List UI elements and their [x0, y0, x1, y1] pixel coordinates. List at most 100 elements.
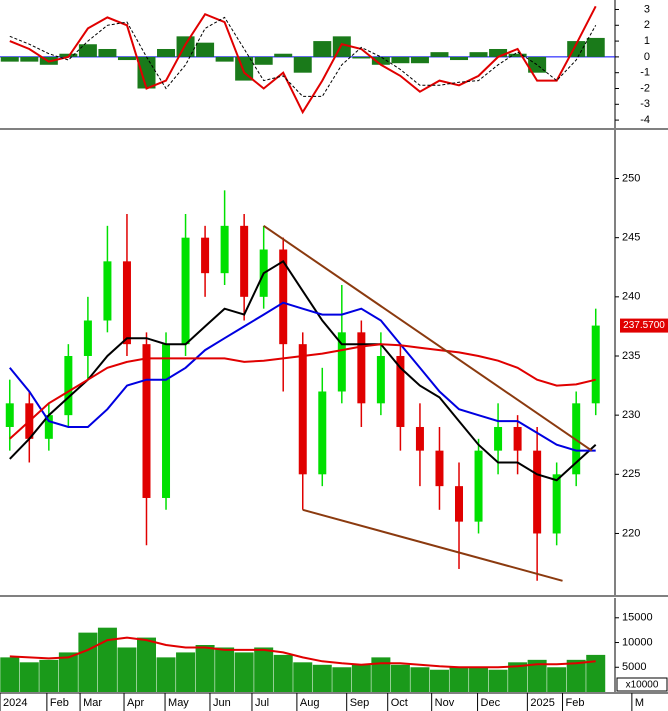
candle-body	[415, 426, 424, 451]
x-tick-label: Mar	[83, 697, 102, 709]
last-price-label: 237.5700	[623, 320, 665, 331]
y-tick-label: -4	[640, 114, 650, 126]
y-tick-label: 10000	[622, 636, 653, 648]
x-tick-label: Oct	[391, 697, 408, 709]
signal-line	[9, 16, 597, 97]
histogram-bar	[137, 56, 156, 89]
unit-label: x10000	[626, 680, 659, 691]
volume-bar	[19, 662, 39, 692]
x-tick-label: Jun	[213, 697, 231, 709]
histogram-bar	[410, 56, 429, 64]
candle-body	[494, 426, 503, 451]
volume-bar	[390, 664, 410, 692]
x-tick-label: Sep	[350, 697, 370, 709]
volume-bar	[508, 662, 528, 692]
y-tick-label: 225	[622, 468, 640, 480]
candle-body	[591, 325, 600, 404]
y-tick-label: 3	[644, 3, 650, 15]
y-tick-label: 220	[622, 527, 640, 539]
last-price-box	[620, 318, 668, 333]
y-tick-label: 250	[622, 172, 640, 184]
volume-bar	[410, 667, 430, 692]
volume-bar	[586, 654, 606, 692]
x-tick-label: 2025	[530, 697, 554, 709]
volume-bar	[254, 647, 274, 692]
candle-body	[474, 450, 483, 522]
candle-body	[103, 261, 112, 321]
x-tick-label: 2024	[3, 697, 27, 709]
y-tick-label: 15000	[622, 612, 653, 624]
volume-bar	[273, 654, 293, 692]
volume-bar	[488, 669, 508, 692]
histogram-bar	[508, 53, 527, 57]
candle-body	[552, 474, 561, 534]
volume-bar	[195, 645, 215, 692]
y-tick-label: 240	[622, 291, 640, 303]
histogram-bar	[274, 53, 293, 57]
volume-bar	[469, 667, 489, 692]
histogram-bar	[293, 56, 312, 73]
volume-bar	[293, 662, 313, 692]
histogram-bar	[117, 56, 136, 61]
candle-body	[64, 355, 73, 416]
histogram-bar	[215, 56, 234, 62]
candle-body	[122, 261, 131, 345]
x-tick-label: May	[168, 697, 189, 709]
volume-bar	[332, 667, 352, 692]
candle-body	[455, 486, 464, 522]
moving-average	[9, 259, 597, 482]
candle-body	[162, 344, 171, 498]
volume-bar	[371, 657, 391, 692]
histogram-bar	[78, 44, 97, 57]
volume-bar	[527, 659, 547, 692]
y-tick-label: -1	[640, 67, 650, 79]
volume-bar	[351, 664, 371, 692]
candle-body	[533, 450, 542, 534]
candle-body	[240, 225, 249, 297]
y-tick-label: 245	[622, 232, 640, 244]
candle-body	[181, 237, 190, 345]
trendline	[263, 225, 593, 452]
histogram-bar	[489, 48, 508, 57]
histogram-bar	[254, 56, 273, 65]
candle-body	[142, 344, 151, 498]
x-tick-label: Dec	[481, 697, 501, 709]
histogram-bar	[430, 52, 449, 57]
volume-bar	[97, 627, 117, 692]
candle-body	[44, 415, 53, 439]
candle-body	[298, 344, 307, 475]
volume-bar	[117, 647, 137, 692]
volume-bar	[0, 657, 20, 692]
candle-body	[279, 249, 288, 345]
x-tick-label: Feb	[50, 697, 69, 709]
volume-bar	[566, 659, 586, 692]
candle-body	[435, 450, 444, 487]
volume-bar	[429, 669, 449, 692]
histogram-bar	[391, 56, 410, 64]
x-tick-label: Feb	[566, 697, 585, 709]
x-tick-label: Jul	[255, 697, 269, 709]
histogram-bar	[98, 48, 117, 57]
volume-bar	[449, 667, 469, 692]
histogram-bar	[196, 42, 215, 57]
volume-ma	[9, 636, 596, 669]
moving-average	[9, 343, 596, 440]
candle-body	[201, 237, 210, 274]
y-tick-label: 1	[644, 35, 650, 47]
candle-body	[220, 225, 229, 274]
trendline	[302, 508, 563, 582]
histogram-bar	[157, 48, 176, 57]
candle-body	[396, 355, 405, 427]
histogram-bar	[586, 37, 605, 57]
unit-box	[616, 677, 668, 692]
volume-bar	[156, 657, 176, 692]
candle-body	[376, 355, 385, 404]
y-tick-label: 235	[622, 350, 640, 362]
candle-body	[83, 320, 92, 356]
y-tick-label: -3	[640, 98, 650, 110]
histogram-bar	[352, 56, 371, 59]
y-tick-label: 230	[622, 409, 640, 421]
y-tick-label: 0	[644, 51, 650, 63]
x-tick-label: Apr	[127, 697, 144, 709]
moving-average	[9, 301, 596, 452]
